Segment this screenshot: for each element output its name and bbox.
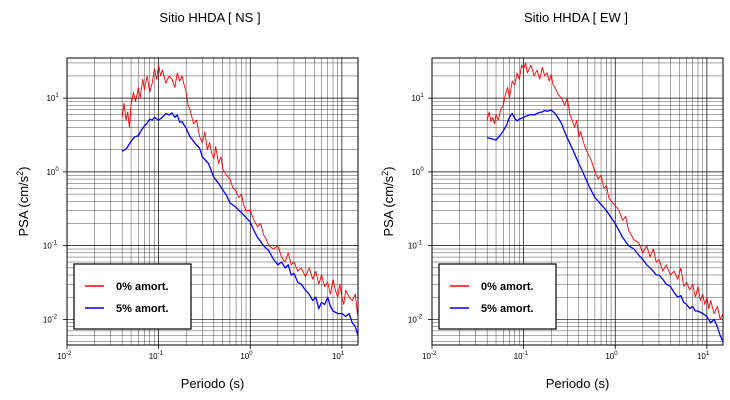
svg-text:-1: -1 [417, 241, 423, 247]
plot-frame [66, 57, 359, 346]
svg-text:0: 0 [55, 167, 59, 173]
svg-text:10: 10 [332, 352, 341, 361]
x-tick-label: 10 -2 [422, 351, 437, 361]
x-tick-label: 10 -2 [57, 351, 72, 361]
chart-panel-2: Sitio HHDA [ EW ]10 -2 10 -1 10 0 10 110 -210 -11… [380, 10, 724, 391]
svg-text:1: 1 [55, 93, 59, 99]
svg-text:10: 10 [43, 315, 52, 324]
x-tick-label: 10 -1 [514, 351, 529, 361]
svg-text:10: 10 [408, 315, 417, 324]
series-line-damping-5 [121, 112, 358, 336]
svg-text:10: 10 [411, 94, 420, 103]
legend-label: 5% amort. [481, 303, 534, 315]
y-tick-label: 10 -1 [43, 241, 58, 251]
svg-text:-2: -2 [417, 314, 423, 320]
svg-text:10: 10 [46, 168, 55, 177]
svg-text:0: 0 [249, 351, 253, 357]
series-line-damping-0 [121, 64, 358, 320]
svg-text:-2: -2 [431, 351, 437, 357]
y-tick-label: 10 1 [46, 93, 59, 103]
svg-text:10: 10 [411, 168, 420, 177]
svg-text:0: 0 [614, 351, 618, 357]
svg-text:10: 10 [43, 242, 52, 251]
x-tick-label: 10 0 [240, 351, 253, 361]
x-tick-label: 10 -1 [149, 351, 164, 361]
svg-text:-1: -1 [158, 351, 164, 357]
y-tick-label: 10 0 [411, 167, 424, 177]
svg-text:-1: -1 [523, 351, 529, 357]
legend-box [73, 263, 192, 330]
y-axis-label: PSA (cm/s2) [380, 166, 396, 236]
x-axis-label: Periodo (s) [181, 376, 245, 391]
svg-text:1: 1 [420, 93, 424, 99]
svg-text:10: 10 [57, 352, 66, 361]
svg-text:0: 0 [420, 167, 424, 173]
chart-title: Sitio HHDA [ NS ] [159, 10, 260, 25]
x-tick-label: 10 1 [332, 351, 345, 361]
svg-text:10: 10 [408, 242, 417, 251]
svg-text:-2: -2 [66, 351, 72, 357]
legend-label: 0% amort. [116, 281, 169, 293]
x-axis-label: Periodo (s) [546, 376, 610, 391]
svg-text:10: 10 [240, 352, 249, 361]
y-tick-label: 10 -2 [408, 314, 423, 324]
x-tick-label: 10 1 [697, 351, 710, 361]
svg-text:10: 10 [149, 352, 158, 361]
chart-panel-1: Sitio HHDA [ NS ]10 -2 10 -1 10 0 10 110 -210 -11… [15, 10, 359, 391]
svg-text:10: 10 [514, 352, 523, 361]
y-tick-label: 10 -2 [43, 314, 58, 324]
series-line-damping-0 [486, 62, 723, 320]
svg-text:10: 10 [422, 352, 431, 361]
legend: 0% amort. 5% amort. [438, 263, 557, 330]
y-tick-label: 10 0 [46, 167, 59, 177]
legend: 0% amort. 5% amort. [73, 263, 192, 330]
chart-title: Sitio HHDA [ EW ] [524, 10, 628, 25]
legend-label: 5% amort. [116, 303, 169, 315]
svg-text:10: 10 [697, 352, 706, 361]
y-tick-label: 10 -1 [408, 241, 423, 251]
y-tick-label: 10 1 [411, 93, 424, 103]
svg-text:-1: -1 [52, 241, 58, 247]
svg-text:10: 10 [605, 352, 614, 361]
svg-text:10: 10 [46, 94, 55, 103]
series-line-damping-5 [487, 109, 723, 342]
x-tick-label: 10 0 [605, 351, 618, 361]
y-axis-label: PSA (cm/s2) [15, 166, 31, 236]
legend-box [438, 263, 557, 330]
plot-frame [431, 57, 724, 346]
svg-text:1: 1 [706, 351, 710, 357]
legend-label: 0% amort. [481, 281, 534, 293]
svg-text:-2: -2 [52, 314, 58, 320]
svg-text:1: 1 [341, 351, 345, 357]
